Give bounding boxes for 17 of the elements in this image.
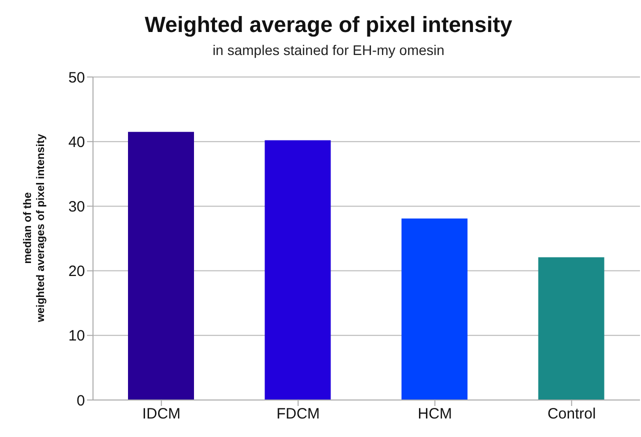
y-tick-label: 20 (68, 263, 85, 280)
y-tick-label: 30 (68, 198, 85, 216)
y-axis-title: median of the weighted averages of pixel intensity (22, 132, 48, 324)
bar (402, 218, 468, 400)
y-tick-label: 10 (68, 328, 85, 345)
y-tick-label: 40 (68, 134, 85, 151)
x-tick-label: IDCM (142, 406, 181, 423)
bar (128, 132, 194, 400)
bar (538, 257, 604, 400)
x-tick-label: Control (547, 406, 596, 423)
y-tick-label: 0 (76, 392, 85, 410)
x-tick-label: HCM (418, 406, 452, 423)
bar (264, 140, 331, 400)
x-tick-label: FDCM (276, 406, 320, 423)
chart-title: Weighted average of pixel intensity (144, 12, 514, 38)
y-tick-label: 50 (68, 69, 85, 86)
chart-subtitle: in samples stained for EH-my omesin (212, 42, 446, 58)
